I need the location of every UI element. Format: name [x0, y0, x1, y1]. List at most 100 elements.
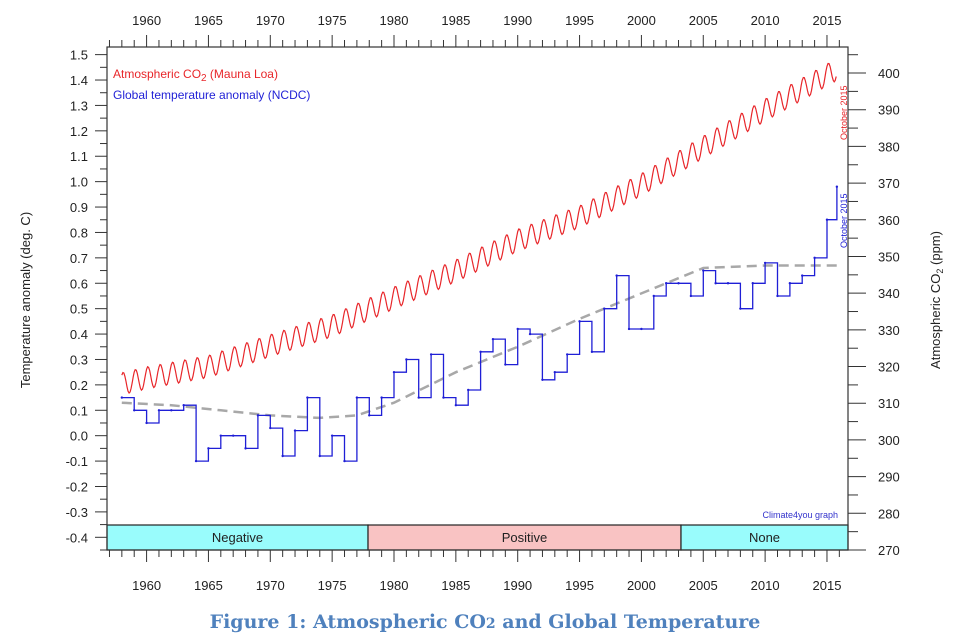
y-right-tick-label: 350 [878, 249, 900, 264]
y-left-tick-label: -0.4 [66, 530, 88, 545]
y-left-tick-label: 0.7 [70, 251, 88, 266]
temperature-point [219, 434, 223, 437]
y-right-axis-title: Atmospheric CO2 (ppm) [928, 231, 945, 369]
temperature-point [603, 307, 606, 310]
y-left-axis-title: Temperature anomaly (deg. C) [18, 212, 33, 388]
temperature-point [677, 282, 680, 285]
temperature-trend-dashed-line [121, 264, 837, 420]
x-tick-label-bottom: 2015 [813, 578, 842, 593]
temperature-point [590, 350, 594, 354]
temperature-point [714, 282, 717, 285]
temperature-point [652, 294, 655, 298]
temperature-point [405, 358, 408, 361]
x-tick-label-top: 2000 [627, 13, 656, 28]
temperature-point [454, 403, 458, 407]
temperature-point [182, 403, 185, 407]
y-left-tick-label: 0.1 [70, 403, 88, 418]
temperature-series-line [121, 186, 838, 462]
temperature-point [627, 327, 631, 331]
temperature-point [553, 370, 557, 374]
y-right-tick-label: 390 [878, 103, 900, 118]
temperature-point [615, 274, 618, 277]
x-tick-label-top: 1965 [194, 13, 223, 28]
x-tick-label-top: 1960 [132, 13, 161, 28]
temperature-point [739, 307, 742, 310]
temperature-point [231, 434, 235, 437]
y-left-tick-label: 0.6 [70, 276, 88, 291]
temperature-point [133, 409, 136, 412]
y-right-tick-label: 330 [878, 323, 900, 338]
temperature-point [145, 421, 148, 425]
temperature-point [751, 282, 754, 285]
temperature-end-label: October 2015 [839, 193, 849, 248]
y-right-tick-label: 360 [878, 213, 900, 228]
temperature-point [565, 353, 569, 356]
temperature-point [194, 459, 198, 463]
x-tick-label-bottom: 2005 [689, 578, 718, 593]
temperature-point [541, 378, 544, 381]
y-right-tick-label: 290 [878, 470, 900, 485]
band-label: Negative [212, 530, 263, 545]
temperature-point [120, 396, 124, 399]
y-left-tick-label: 0.2 [70, 378, 88, 393]
x-tick-label-bottom: 1975 [318, 578, 347, 593]
y-left-tick-label: -0.3 [66, 505, 88, 520]
chart: Negative Positive None 1960 1960 1965 1965 1970… [18, 13, 945, 593]
temperature-point [157, 409, 161, 412]
x-tick-label-top: 1970 [256, 13, 285, 28]
temperature-point [664, 282, 668, 285]
temperature-point [640, 327, 643, 331]
temperature-point [368, 414, 371, 417]
x-tick-label-top: 2005 [689, 13, 718, 28]
temperature-point [442, 396, 445, 399]
y-right-tick-label: 380 [878, 139, 900, 154]
temperature-point [244, 447, 247, 450]
y-right-tick-label: 270 [878, 543, 900, 558]
temperature-point [380, 396, 383, 399]
co2-series-line [121, 62, 837, 394]
x-tick-label-bottom: 1995 [565, 578, 594, 593]
temperature-point [467, 388, 470, 392]
plot-frame [106, 46, 849, 551]
y-left-tick-label: 0.9 [70, 200, 88, 215]
x-tick-label-bottom: 1990 [503, 578, 532, 593]
x-tick-label-bottom: 1960 [132, 578, 161, 593]
temperature-point [479, 350, 482, 354]
x-tick-label-top: 1990 [503, 13, 532, 28]
y-left-tick-label: 0.0 [70, 429, 88, 444]
temperature-point [702, 269, 705, 272]
y-right-tick-label: 320 [878, 360, 900, 375]
x-tick-label-top: 1995 [565, 13, 594, 28]
x-tick-label-top: 2015 [813, 13, 842, 28]
band-label: None [749, 530, 780, 545]
co2-end-label: October 2015 [839, 85, 849, 140]
band-label: Positive [502, 530, 548, 545]
y-left-tick-label: 0.5 [70, 302, 88, 317]
y-left-tick-label: 1.5 [70, 48, 88, 63]
temperature-point [207, 447, 210, 450]
x-tick-label-bottom: 1980 [380, 578, 409, 593]
caption-text: Figure 1: Atmospheric CO [209, 611, 486, 633]
caption-subscript: 2 [485, 616, 496, 632]
temperature-point [355, 396, 359, 399]
y-left-tick-label: 1.4 [70, 73, 88, 88]
x-tick-label-bottom: 2010 [751, 578, 780, 593]
temperature-point [330, 434, 334, 437]
temperature-point [306, 396, 309, 399]
temperature-point [392, 370, 396, 374]
temperature-point [516, 327, 519, 331]
temperature-point [763, 261, 767, 265]
y-left-tick-label: 1.0 [70, 175, 88, 190]
legend-temperature: Global temperature anomaly (NCDC) [113, 88, 310, 102]
y-left-tick-label: 0.8 [70, 225, 88, 240]
x-tick-label-top: 1975 [318, 13, 347, 28]
temperature-point [269, 426, 272, 430]
temperature-point [578, 320, 581, 323]
y-right-tick-label: 300 [878, 433, 900, 448]
x-tick-label-bottom: 2000 [627, 578, 656, 593]
credit-label: Climate4you graph [762, 510, 838, 520]
y-right-tick-label: 280 [878, 506, 900, 521]
temperature-point [835, 185, 839, 188]
figure-caption: Figure 1: Atmospheric CO2 and Global Tem… [0, 611, 970, 633]
y-left-tick-label: -0.1 [66, 454, 88, 469]
